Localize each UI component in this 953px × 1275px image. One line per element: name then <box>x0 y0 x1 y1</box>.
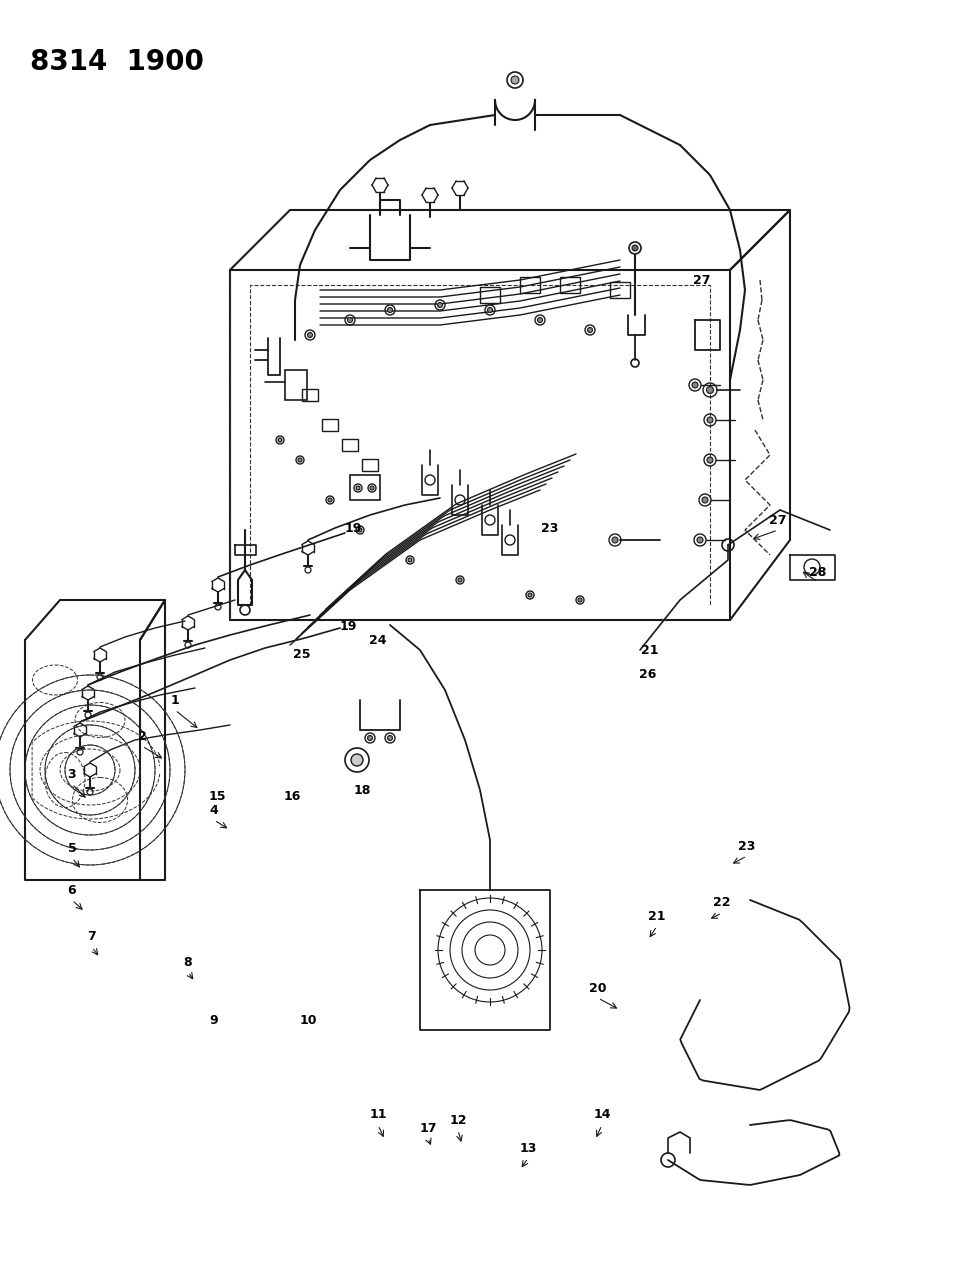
Bar <box>341 439 357 451</box>
Circle shape <box>307 333 313 338</box>
Text: 14: 14 <box>593 1108 610 1122</box>
Circle shape <box>457 578 461 581</box>
Text: 11: 11 <box>369 1108 386 1122</box>
Circle shape <box>487 307 492 312</box>
Text: 9: 9 <box>210 1014 218 1026</box>
Bar <box>479 287 499 303</box>
Circle shape <box>367 736 372 741</box>
Text: 23: 23 <box>540 523 558 536</box>
Text: 13: 13 <box>518 1141 537 1154</box>
Text: 8314  1900: 8314 1900 <box>30 48 204 76</box>
Circle shape <box>370 486 374 490</box>
Text: 26: 26 <box>639 668 656 681</box>
Circle shape <box>691 382 698 388</box>
Text: 19: 19 <box>339 620 356 632</box>
Circle shape <box>631 245 638 251</box>
Circle shape <box>537 317 542 323</box>
Text: 20: 20 <box>589 982 606 994</box>
Text: 17: 17 <box>418 1122 436 1135</box>
Bar <box>609 282 629 298</box>
Circle shape <box>351 754 363 766</box>
Text: 7: 7 <box>88 931 96 944</box>
Circle shape <box>697 537 702 543</box>
Text: 10: 10 <box>299 1014 316 1026</box>
Bar <box>361 459 377 470</box>
Bar <box>559 277 579 293</box>
Circle shape <box>706 417 712 423</box>
Circle shape <box>297 458 302 462</box>
Bar <box>285 370 307 400</box>
Circle shape <box>355 486 359 490</box>
Circle shape <box>357 528 361 532</box>
Text: 27: 27 <box>768 514 786 527</box>
Text: 24: 24 <box>369 634 386 646</box>
Circle shape <box>328 499 332 502</box>
Circle shape <box>701 497 707 504</box>
Text: 21: 21 <box>648 909 665 923</box>
Text: 16: 16 <box>283 790 300 803</box>
Text: 27: 27 <box>693 274 710 287</box>
Text: 15: 15 <box>208 790 226 803</box>
Text: 19: 19 <box>344 523 361 536</box>
Text: 22: 22 <box>713 896 730 909</box>
Circle shape <box>706 456 712 463</box>
Circle shape <box>387 307 392 312</box>
Text: 18: 18 <box>353 784 371 797</box>
Text: 8: 8 <box>184 955 193 969</box>
Circle shape <box>277 439 282 442</box>
Circle shape <box>612 537 618 543</box>
Bar <box>322 419 337 431</box>
Circle shape <box>437 302 442 307</box>
Text: 25: 25 <box>293 649 311 662</box>
Text: 21: 21 <box>640 644 659 658</box>
Text: 2: 2 <box>137 729 146 742</box>
Bar <box>350 476 379 500</box>
Text: 3: 3 <box>68 768 76 780</box>
Bar <box>302 389 317 402</box>
Circle shape <box>511 76 518 84</box>
Text: 4: 4 <box>210 803 218 816</box>
Circle shape <box>408 558 412 562</box>
Circle shape <box>706 386 713 394</box>
Circle shape <box>347 317 352 323</box>
Text: 23: 23 <box>738 839 755 853</box>
Circle shape <box>527 593 532 597</box>
Text: 1: 1 <box>171 694 179 706</box>
Text: 6: 6 <box>68 884 76 896</box>
Text: 12: 12 <box>449 1113 466 1127</box>
Circle shape <box>387 736 392 741</box>
Bar <box>519 277 539 293</box>
Text: 28: 28 <box>808 566 826 579</box>
Text: 5: 5 <box>68 842 76 854</box>
Circle shape <box>587 328 592 333</box>
Circle shape <box>578 598 581 602</box>
